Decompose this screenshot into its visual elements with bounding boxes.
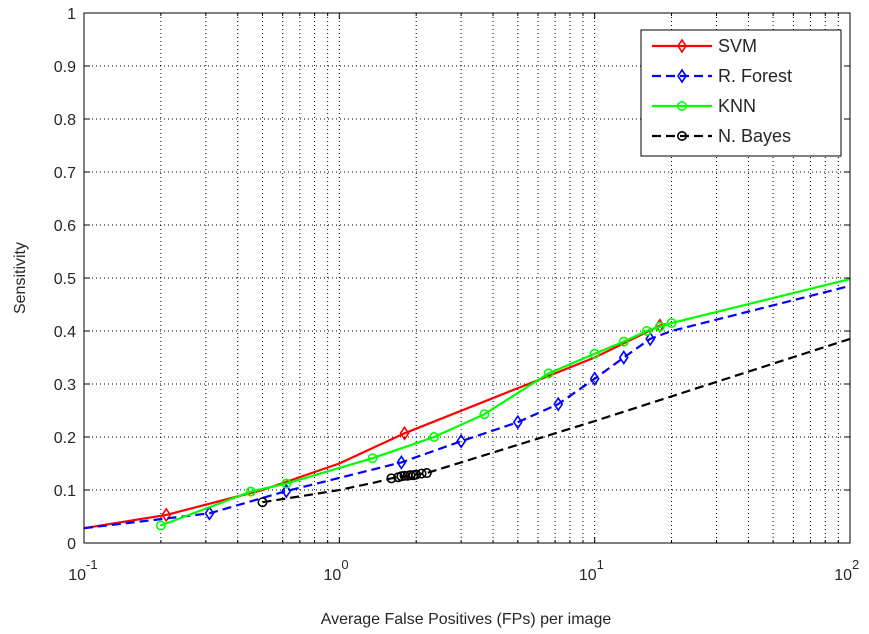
data-point-knn [589, 348, 600, 359]
data-point-r-forest [589, 371, 600, 387]
data-point-r-forest [553, 396, 564, 412]
data-point-n-bayes [257, 497, 268, 508]
data-point-knn [367, 453, 378, 464]
x-tick-exponent: 1 [597, 557, 604, 572]
data-point-knn [618, 336, 629, 347]
data-point-r-forest [645, 331, 656, 347]
x-tick-exponent: 2 [852, 557, 859, 572]
series-layer [83, 278, 851, 531]
data-point-n-bayes [416, 468, 427, 479]
y-tick-label: 0.8 [54, 112, 76, 129]
x-tick-label: 10 [579, 567, 597, 584]
x-tick-label: 10 [324, 567, 342, 584]
data-point-n-bayes [421, 468, 432, 479]
y-tick-label: 0 [67, 536, 76, 553]
data-point-r-forest [204, 505, 215, 521]
series-line-knn [160, 278, 851, 527]
x-tick-exponent: 0 [341, 557, 348, 572]
legend-label-n-bayes: N. Bayes [718, 126, 791, 146]
data-point-r-forest [618, 350, 629, 365]
series-r-forest [83, 284, 851, 530]
data-point-knn [479, 409, 490, 420]
series-n-bayes [257, 337, 851, 508]
y-tick-label: 0.5 [54, 271, 76, 288]
legend-marker-n-bayes [676, 131, 687, 142]
legend-marker-r-forest [677, 68, 687, 84]
x-tick-exponent: -1 [86, 557, 98, 572]
series-line-svm [83, 323, 667, 530]
data-point-knn [666, 318, 677, 329]
data-point-n-bayes [405, 470, 416, 481]
series-knn [155, 278, 851, 531]
data-point-svm [161, 507, 172, 523]
data-point-r-forest [281, 483, 292, 499]
series-line-r-forest [83, 284, 851, 530]
legend-label-r-forest: R. Forest [718, 66, 792, 86]
y-tick-label: 0.2 [54, 430, 76, 447]
data-point-knn [641, 325, 652, 336]
data-point-n-bayes [386, 473, 397, 484]
data-point-svm [399, 425, 410, 441]
y-tick-label: 0.1 [54, 483, 76, 500]
legend: SVM R. Forest KNN N. Bayes [640, 29, 842, 157]
ticks [83, 12, 850, 544]
data-point-knn [155, 520, 166, 531]
legend-marker-knn [676, 101, 687, 112]
data-point-n-bayes [411, 469, 422, 480]
legend-marker-svm [677, 38, 687, 54]
x-tick-label: 10 [834, 567, 852, 584]
x-tick-label: 10 [68, 567, 86, 584]
data-point-knn [429, 431, 440, 442]
y-tick-label: 0.6 [54, 218, 76, 235]
legend-label-svm: SVM [718, 36, 757, 56]
tick-labels: 00.10.20.30.40.50.60.70.80.9110-11001011… [54, 6, 859, 584]
data-point-knn [281, 478, 292, 489]
y-tick-label: 1 [67, 6, 76, 23]
data-point-r-forest [396, 454, 407, 470]
y-tick-label: 0.9 [54, 59, 76, 76]
y-tick-label: 0.7 [54, 165, 76, 182]
data-point-knn [654, 321, 665, 332]
y-tick-label: 0.4 [54, 324, 76, 341]
series-line-n-bayes [262, 337, 851, 504]
y-axis-label: Sensitivity [12, 242, 29, 314]
x-axis-label: Average False Positives (FPs) per image [321, 611, 612, 628]
data-point-r-forest [512, 414, 523, 430]
y-tick-label: 0.3 [54, 377, 76, 394]
data-point-knn [245, 486, 256, 497]
data-point-knn [543, 368, 554, 379]
legend-label-knn: KNN [718, 96, 756, 116]
data-point-r-forest [456, 433, 467, 449]
